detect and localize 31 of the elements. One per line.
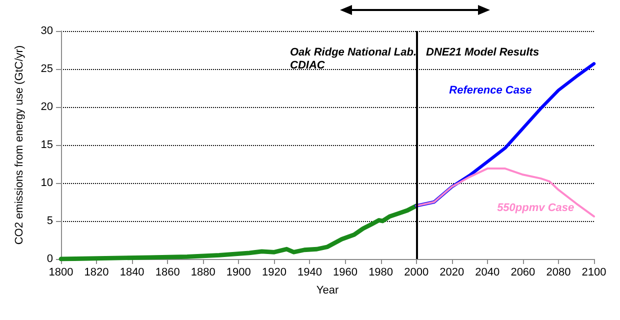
- y-tick-label: 20: [40, 101, 53, 113]
- y-tick-label: 10: [40, 177, 53, 189]
- y-tick-label: 25: [40, 63, 53, 75]
- x-tick-label: 1800: [48, 266, 74, 278]
- series-label: 550ppmv Case: [497, 202, 574, 214]
- x-tick-label: 1840: [120, 266, 144, 278]
- x-tick-label: 1860: [155, 266, 180, 278]
- x-tick-label: 1920: [262, 266, 286, 278]
- series-label: Reference Case: [449, 84, 532, 97]
- annotation: Oak Ridge National Lab. CDIAC: [290, 46, 417, 72]
- x-tick-label: 2040: [475, 266, 500, 278]
- y-tick-label: 0: [46, 253, 53, 265]
- line-series: [415, 168, 595, 218]
- x-tick-label: 1820: [84, 266, 109, 278]
- y-axis-title: CO2 emissions from energy use (GtC/yr): [14, 45, 26, 245]
- y-tick-label: 15: [40, 139, 53, 151]
- line-series: [58, 204, 419, 262]
- x-tick-label: 1900: [226, 266, 251, 278]
- x-tick-label: 1980: [368, 266, 394, 278]
- x-tick-label: 2060: [510, 266, 536, 278]
- annotation: DNE21 Model Results: [426, 46, 540, 58]
- x-tick-label: 2020: [440, 266, 464, 278]
- x-tick-label: 1960: [333, 266, 358, 278]
- y-tick-label: 30: [40, 25, 53, 37]
- y-tick-label: 5: [46, 215, 53, 227]
- x-tick-label: 2000: [404, 266, 429, 278]
- x-tick-label: 1940: [297, 266, 322, 278]
- x-tick-label: 2080: [546, 266, 571, 278]
- x-tick-label: 1880: [190, 266, 216, 278]
- x-axis-title: Year: [316, 284, 339, 296]
- x-tick-label: 2100: [582, 266, 606, 278]
